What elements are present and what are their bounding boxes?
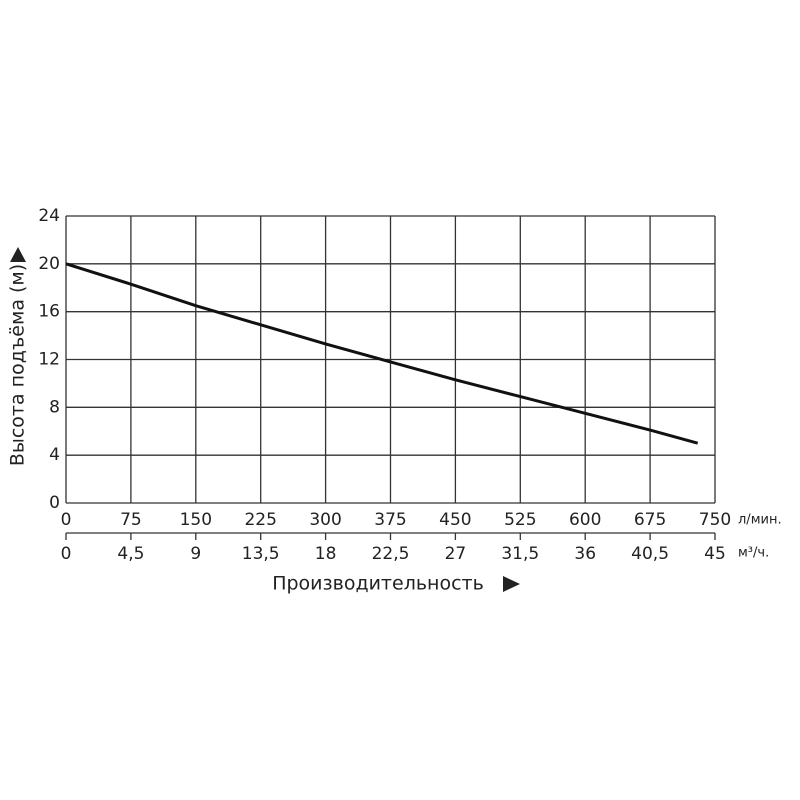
x2-unit: м³/ч. (738, 546, 769, 561)
x-arrow (503, 576, 520, 592)
y-tick-label: 24 (38, 206, 60, 226)
x-tick-label: 300 (309, 510, 341, 530)
x2-tick-label: 22,5 (372, 544, 410, 564)
x2-tick-label: 4,5 (117, 544, 144, 564)
x2-tick-label: 45 (704, 544, 726, 564)
x-axis-title: Производительность (272, 573, 484, 595)
x2-tick-label: 0 (61, 544, 72, 564)
x2-tick-label: 36 (574, 544, 596, 564)
x-tick-label: 150 (180, 510, 212, 530)
y-tick-label: 4 (49, 445, 60, 465)
x-tick-label: 750 (699, 510, 731, 530)
x2-tick-label: 9 (190, 544, 201, 564)
y-tick-label: 8 (49, 397, 60, 417)
y-tick-label: 0 (49, 493, 60, 513)
x-unit: л/мин. (738, 513, 782, 528)
x-tick-label: 600 (569, 510, 601, 530)
x-tick-label: 525 (504, 510, 536, 530)
x2-tick-label: 40,5 (631, 544, 669, 564)
x2-tick-label: 31,5 (501, 544, 539, 564)
x-tick-label: 225 (244, 510, 276, 530)
y-tick-label: 12 (38, 350, 60, 370)
y-axis-title: Высота подъёма (м) (7, 264, 29, 466)
x-tick-label: 75 (120, 510, 142, 530)
curve (65, 262, 699, 445)
x-tick-label: 450 (439, 510, 471, 530)
y-arrow (10, 247, 26, 262)
y-tick-label: 16 (38, 302, 60, 322)
x2-tick-label: 27 (445, 544, 467, 564)
y-tick-label: 20 (38, 254, 60, 274)
x-tick-label: 675 (634, 510, 666, 530)
x2-tick-label: 18 (315, 544, 337, 564)
x2-tick-label: 13,5 (242, 544, 280, 564)
x-tick-label: 375 (374, 510, 406, 530)
x-tick-label: 0 (61, 510, 72, 530)
